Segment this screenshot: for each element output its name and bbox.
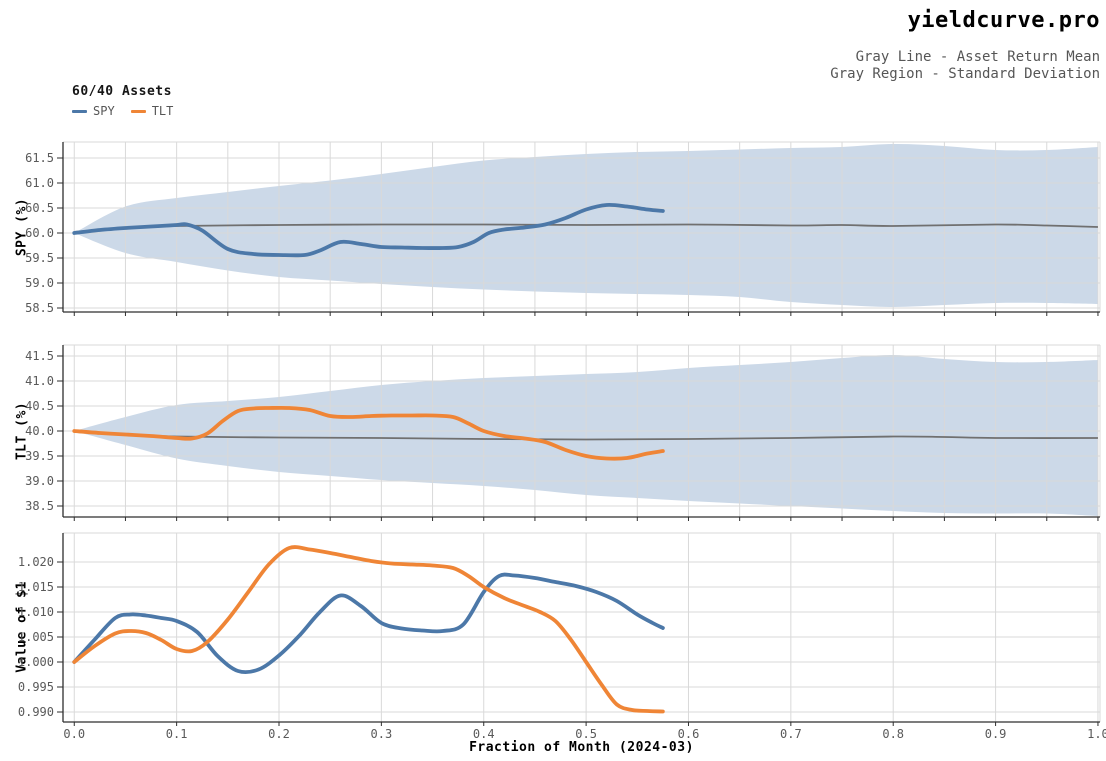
y-tick-label: 61.0 — [25, 176, 54, 190]
y-tick-label: 59.0 — [25, 276, 54, 290]
legend-items: SPY TLT — [72, 104, 173, 118]
chart-annotation-note: Gray Line - Asset Return Mean Gray Regio… — [830, 49, 1100, 83]
tlt-legend-label: TLT — [151, 104, 174, 118]
y-tick-label: 61.5 — [25, 151, 54, 165]
x-tick-label: 0.4 — [473, 727, 495, 741]
annotation-std-region: Gray Region - Standard Deviation — [830, 66, 1100, 82]
x-tick-label: 1.0 — [1087, 727, 1106, 741]
spy-legend-swatch — [72, 109, 87, 113]
legend: 60/40 Assets SPY TLT — [72, 84, 173, 118]
y-tick-label: 58.5 — [25, 301, 54, 315]
x-tick-label: 0.0 — [63, 727, 85, 741]
x-tick-label: 0.6 — [678, 727, 700, 741]
y-tick-label: 40.5 — [25, 399, 54, 413]
y-tick-label: 1.010 — [18, 605, 54, 619]
spy-series-line — [72, 572, 665, 675]
x-tick-label: 0.3 — [371, 727, 393, 741]
tlt-legend-swatch — [130, 109, 146, 113]
y-tick-label: 59.5 — [25, 251, 54, 265]
tlt-series-line — [72, 545, 665, 714]
y-tick-label: 38.5 — [25, 499, 54, 513]
x-tick-label: 0.7 — [780, 727, 802, 741]
chart-value-of-1: 0.990 0.995 1.000 1.005 1.010 1.015 1.020 0.0 0.… — [18, 532, 1106, 741]
y-tick-label: 60.5 — [25, 201, 54, 215]
legend-item-tlt: TLT — [130, 104, 174, 118]
y-tick-label: 41.0 — [25, 374, 54, 388]
annotation-mean-line: Gray Line - Asset Return Mean — [855, 49, 1100, 65]
spy-series-line — [72, 202, 665, 258]
y-tick-label: 1.015 — [18, 580, 54, 594]
y-tick-label: 40.0 — [25, 424, 54, 438]
y-tick-label: 1.000 — [18, 655, 54, 669]
y-tick-label: 39.0 — [25, 474, 54, 488]
y-tick-label: 41.5 — [25, 349, 54, 363]
chart-spy-return: 58.5 59.0 59.5 60.0 60.5 61.0 61.5 — [25, 141, 1101, 316]
y-tick-label: 1.020 — [18, 555, 54, 569]
tlt-series-line — [72, 405, 665, 461]
legend-item-spy: SPY — [72, 104, 115, 118]
y-tick-label: 0.990 — [18, 705, 54, 719]
y-tick-label: 60.0 — [25, 226, 54, 240]
x-axis-title: Fraction of Month (2024-03) — [469, 740, 694, 755]
y-tick-label: 0.995 — [18, 680, 54, 694]
x-tick-label: 0.9 — [985, 727, 1007, 741]
y-tick-label: 1.005 — [18, 630, 54, 644]
spy-legend-label: SPY — [93, 104, 115, 118]
legend-title: 60/40 Assets — [72, 84, 172, 99]
x-tick-label: 0.1 — [166, 727, 188, 741]
x-tick-label: 0.5 — [575, 727, 597, 741]
x-tick-label: 0.2 — [268, 727, 290, 741]
y-tick-label: 39.5 — [25, 449, 54, 463]
chart-tlt-return: 38.5 39.0 39.5 40.0 40.5 41.0 41.5 — [25, 344, 1101, 521]
x-tick-label: 0.8 — [882, 727, 904, 741]
spy-return-mean-line — [74, 223, 1098, 233]
page-title: yieldcurve.pro — [907, 8, 1100, 33]
